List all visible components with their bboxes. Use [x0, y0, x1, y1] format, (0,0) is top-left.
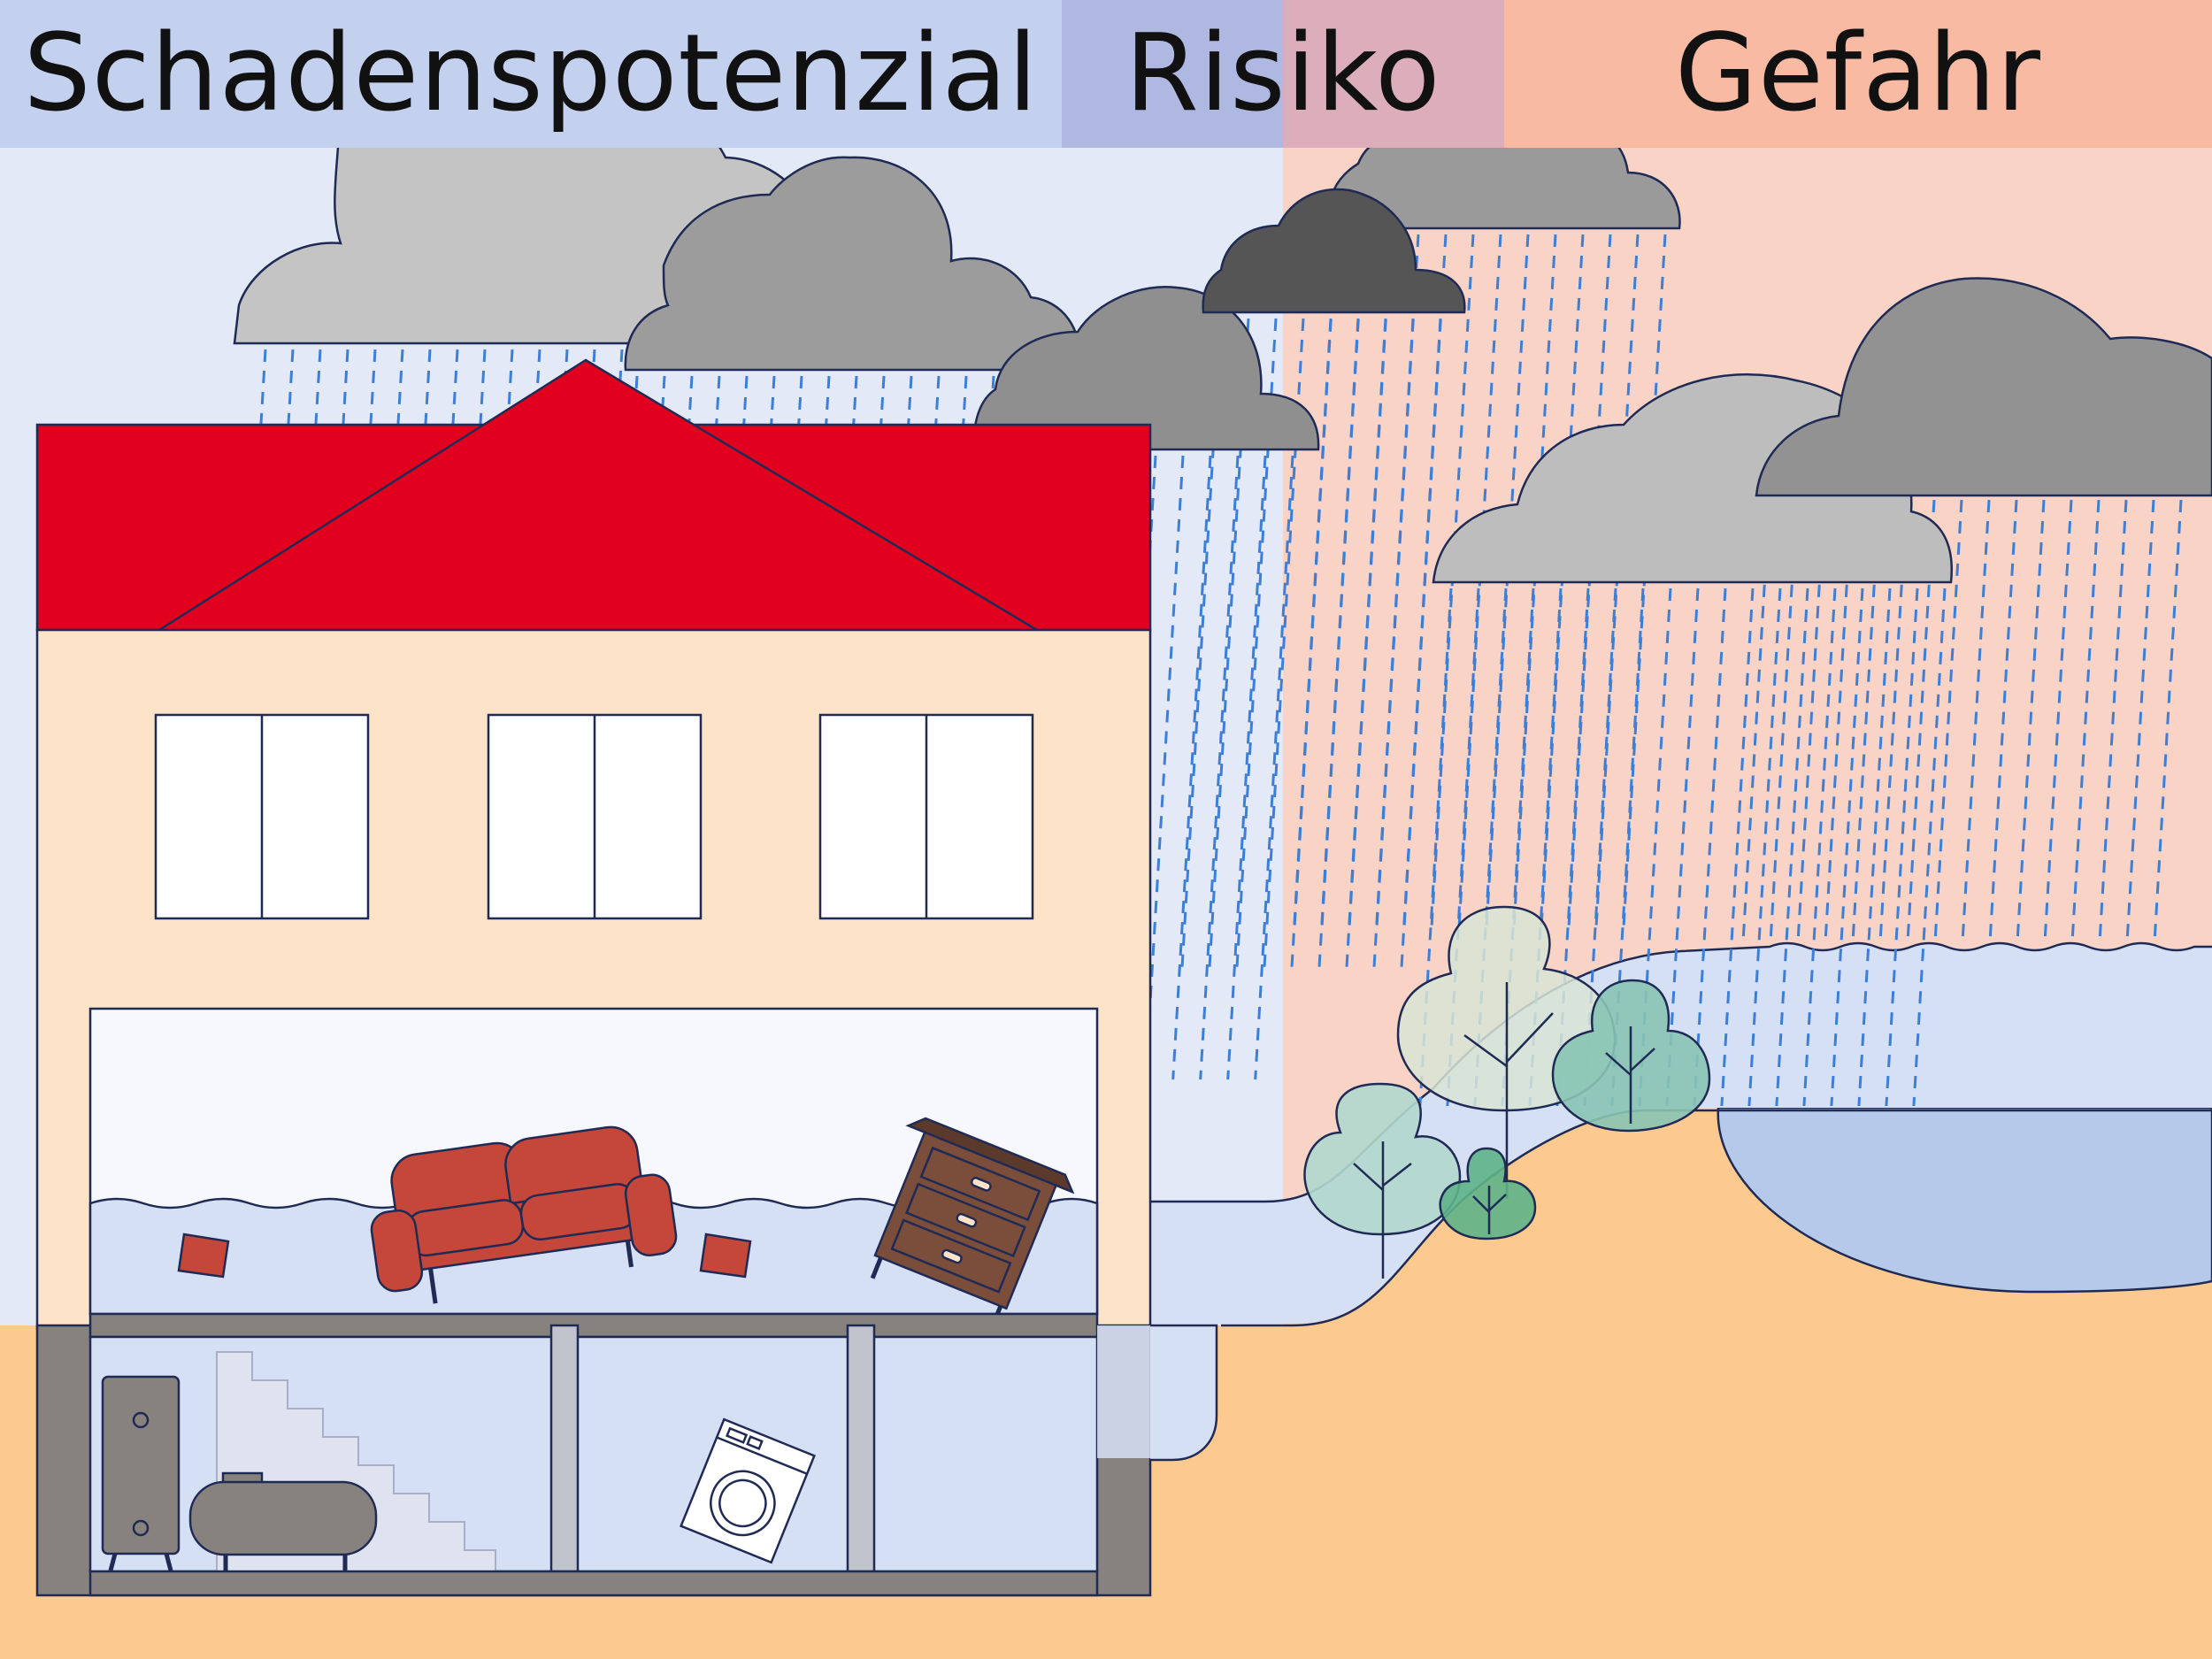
pillar [549, 1324, 580, 1573]
cushion-icon [699, 1233, 752, 1279]
rain-streak [1720, 588, 1755, 1106]
window-well-wall [1150, 1324, 1218, 1462]
basement-window-well [1097, 1325, 1150, 1458]
header-risiko: Risiko [1062, 0, 1504, 148]
rain-streak [1933, 499, 1963, 939]
cloud-icon [1202, 188, 1466, 314]
rain-streak [2098, 499, 2128, 939]
roof-gable [158, 358, 1038, 632]
rain-streak [1961, 499, 1991, 939]
rain-streak [1912, 588, 1947, 1106]
cloud-icon [972, 286, 1320, 451]
rain-streak [1320, 234, 1365, 930]
rain-streak [286, 349, 295, 443]
rain-streak [1199, 455, 1240, 1080]
rain-streak [2016, 499, 2046, 939]
rain-streak [2043, 499, 2073, 939]
rain-streak [505, 349, 514, 443]
tree-icon [1303, 1082, 1462, 1279]
rain-streak [1293, 234, 1338, 930]
rain-streak [368, 349, 377, 443]
rain-streak [341, 349, 349, 443]
rain-streak [1254, 455, 1294, 1080]
window [487, 713, 703, 920]
rain-streak [450, 349, 459, 443]
header-schadenspotenzial: Schadenspotenzial [0, 0, 1062, 148]
cushion-icon [177, 1233, 230, 1279]
basement-floor [88, 1570, 1099, 1597]
rain-streak [1830, 588, 1864, 1106]
window [154, 713, 370, 920]
rain-streak [1402, 234, 1448, 930]
cloud-icon [624, 156, 1081, 372]
oil-tank-icon [188, 1471, 378, 1571]
cloud-icon [1755, 277, 2212, 497]
rain-streak [313, 349, 322, 443]
header-gefahr: Gefahr [1504, 0, 2212, 148]
lake [1717, 1106, 2212, 1294]
rain-streak [1144, 455, 1185, 1080]
rain-streak [2070, 499, 2101, 939]
pillar [846, 1324, 876, 1573]
rain-streak [1988, 499, 2018, 939]
washing-machine-icon [680, 1417, 816, 1564]
rain-streak [258, 349, 267, 443]
boiler-icon [101, 1375, 180, 1571]
rain-streak [423, 349, 432, 443]
rain-streak [2125, 499, 2155, 939]
rain-streak [1171, 455, 1212, 1080]
rain-streak [1375, 234, 1420, 930]
label-schadenspotenzial: Schadenspotenzial [23, 12, 1039, 135]
floor-slab [88, 1312, 1099, 1339]
rain-streak [1226, 455, 1267, 1080]
tree-icon [1551, 979, 1711, 1133]
rain-streak [478, 349, 487, 443]
rain-streak [1857, 588, 1892, 1106]
rain-streak [1885, 588, 1919, 1106]
rain-streak [1775, 588, 1809, 1106]
sofa-icon [370, 1125, 678, 1304]
window [818, 713, 1034, 920]
dresser-icon [870, 1117, 1075, 1328]
label-gefahr: Gefahr [1675, 12, 2041, 135]
rain-streak [1802, 588, 1837, 1106]
rain-streak [1348, 234, 1393, 930]
label-risiko: Risiko [1125, 12, 1441, 135]
rain-streak [396, 349, 404, 443]
rain-streak [2153, 499, 2183, 939]
tree-icon [1439, 1147, 1537, 1240]
rain-streak [1747, 588, 1782, 1106]
